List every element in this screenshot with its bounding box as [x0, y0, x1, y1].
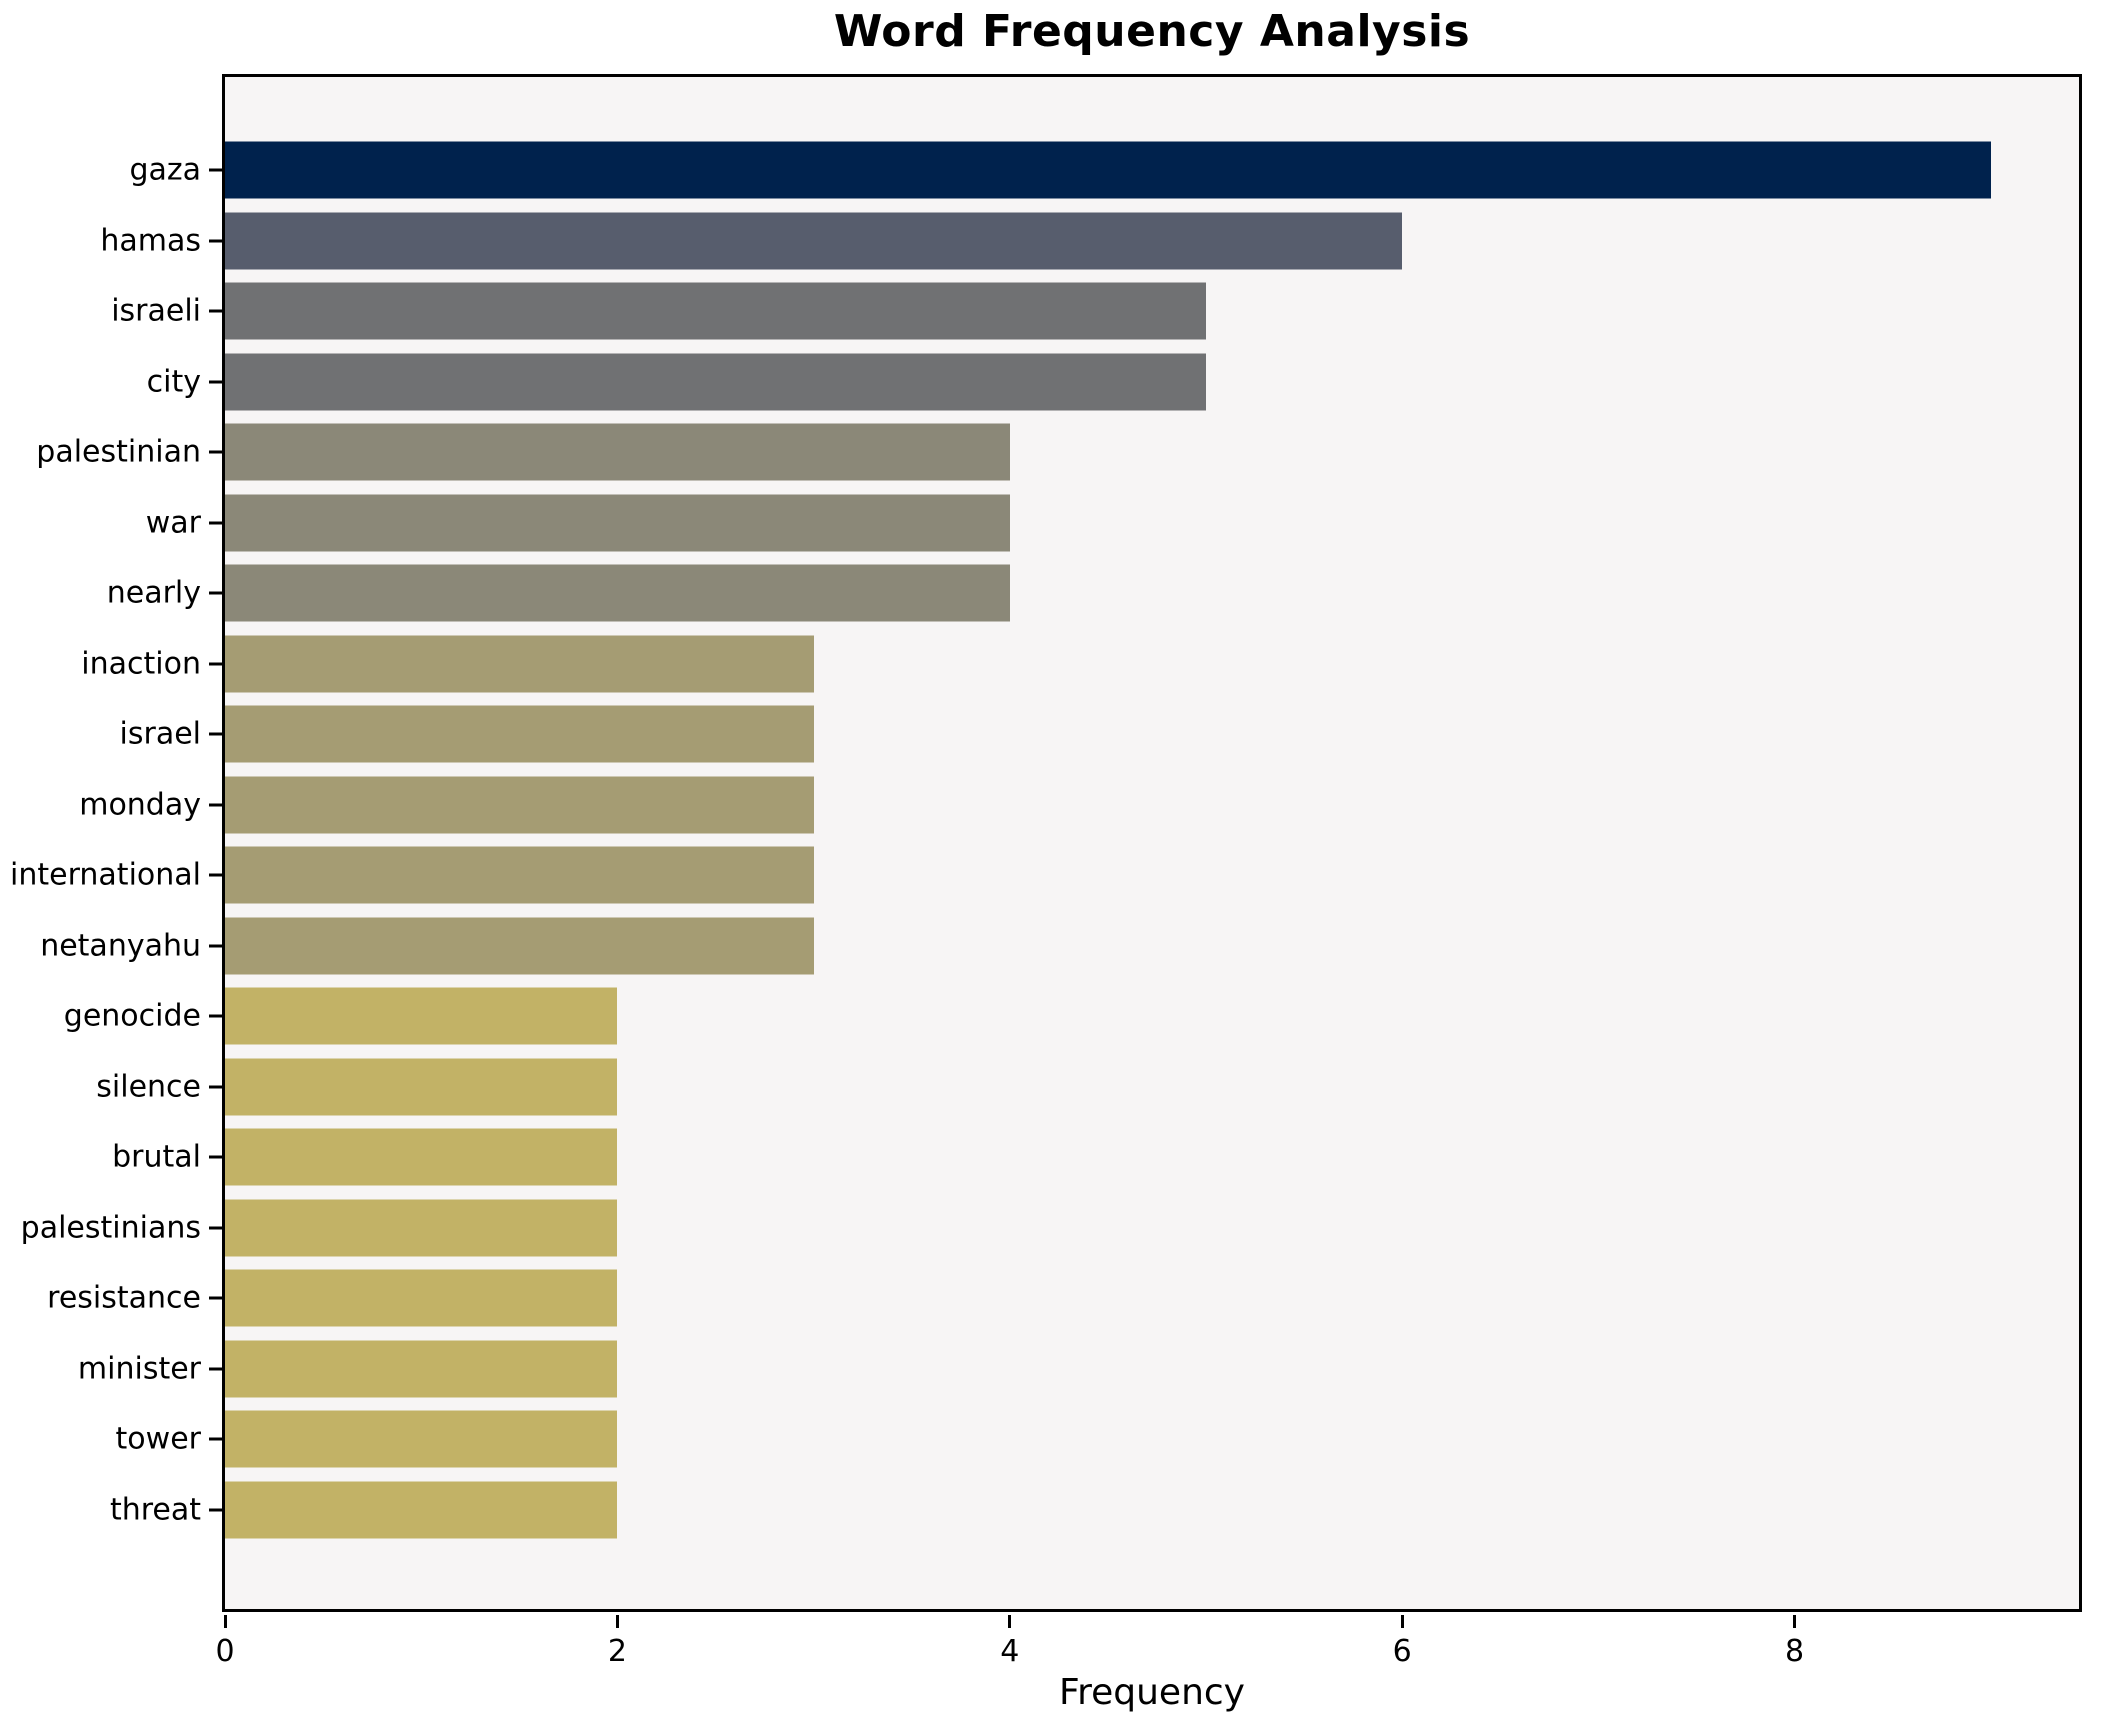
y-tick-mark — [209, 1508, 222, 1512]
x-axis-label: Frequency — [1059, 1672, 1245, 1713]
y-tick-mark — [209, 450, 222, 454]
bar-row: palestinian — [36, 417, 2079, 488]
bar-row: silence — [96, 1052, 2079, 1123]
frequency-bar — [225, 1128, 618, 1186]
plot-area: gaza hamas israeli city palestinian war nearly… — [10, 74, 2082, 1612]
frequency-bar — [225, 212, 1403, 270]
y-tick-mark — [209, 1226, 222, 1230]
category-label: war — [145, 505, 201, 541]
category-label: tower — [115, 1421, 201, 1457]
x-tick-mark — [1793, 1615, 1797, 1628]
frequency-bar — [225, 564, 1010, 622]
category-label: gaza — [129, 152, 201, 188]
y-tick-mark — [209, 239, 222, 243]
frequency-bar — [225, 141, 1991, 199]
bar-row: tower — [116, 1404, 2079, 1475]
frequency-bar — [225, 1269, 618, 1327]
frequency-bar — [225, 1199, 618, 1257]
frequency-bar — [225, 353, 1206, 411]
y-tick-mark — [209, 1296, 222, 1300]
y-tick-mark — [209, 591, 222, 595]
frequency-bar — [225, 1481, 618, 1539]
bar-row: city — [147, 347, 2079, 418]
x-tick-mark — [1400, 1615, 1404, 1628]
frequency-bar — [225, 635, 814, 693]
bar-row: brutal — [112, 1122, 2079, 1193]
frequency-bar — [225, 282, 1206, 340]
bar-row: israel — [120, 699, 2079, 770]
category-label: israel — [119, 716, 201, 752]
y-tick-mark — [209, 1014, 222, 1018]
y-tick-mark — [209, 803, 222, 807]
category-label: inaction — [81, 646, 201, 682]
x-tick-mark — [615, 1615, 619, 1628]
bar-row: hamas — [100, 206, 2079, 277]
plot-bottom-margin — [225, 1545, 2079, 1609]
category-label: israeli — [111, 293, 201, 329]
y-tick-mark — [209, 380, 222, 384]
x-tick-label: 4 — [1000, 1634, 1020, 1669]
y-tick-mark — [209, 732, 222, 736]
bar-row: threat — [110, 1475, 2079, 1546]
bar-row: minister — [78, 1334, 2079, 1405]
category-label: city — [146, 364, 201, 400]
category-label: palestinians — [20, 1210, 201, 1246]
y-tick-mark — [209, 1085, 222, 1089]
category-label: nearly — [106, 575, 201, 611]
category-label: minister — [77, 1351, 201, 1387]
x-tick-label: 0 — [215, 1634, 235, 1669]
category-label: hamas — [100, 223, 201, 259]
bar-row: israeli — [111, 276, 2079, 347]
frequency-bar — [225, 776, 814, 834]
category-label: monday — [79, 787, 201, 823]
frequency-bar — [225, 423, 1010, 481]
category-label: resistance — [47, 1280, 201, 1316]
x-axis: 0 2 4 6 8 — [215, 1612, 2079, 1722]
frequency-bar — [225, 1058, 618, 1116]
y-tick-mark — [209, 944, 222, 948]
category-label: genocide — [63, 998, 201, 1034]
frequency-bar — [225, 1340, 618, 1398]
y-tick-mark — [209, 521, 222, 525]
category-label: netanyahu — [40, 928, 201, 964]
y-tick-mark — [209, 873, 222, 877]
category-label: palestinian — [36, 434, 201, 470]
y-tick-mark — [209, 662, 222, 666]
x-tick-label: 2 — [607, 1634, 627, 1669]
bar-row: netanyahu — [40, 911, 2079, 982]
frequency-bar — [225, 494, 1010, 552]
bar-row: war — [146, 488, 2079, 559]
category-label: international — [10, 857, 201, 893]
frequency-bar — [225, 987, 618, 1045]
category-label: brutal — [112, 1139, 201, 1175]
category-label: silence — [96, 1069, 201, 1105]
chart-title: Word Frequency Analysis — [833, 6, 1471, 57]
bar-row: resistance — [47, 1263, 2079, 1334]
x-tick-mark — [223, 1615, 227, 1628]
frequency-bar — [225, 705, 814, 763]
frequency-bar — [225, 846, 814, 904]
x-tick-label: 8 — [1784, 1634, 1805, 1669]
bar-row: nearly — [107, 558, 2079, 629]
y-tick-mark — [209, 309, 222, 313]
category-label: threat — [109, 1492, 201, 1528]
bar-row: inaction — [81, 629, 2079, 700]
y-tick-mark — [209, 1367, 222, 1371]
bar-row: palestinians — [21, 1193, 2079, 1264]
y-tick-mark — [209, 1155, 222, 1159]
bar-row: gaza — [129, 135, 2079, 206]
frequency-bar — [225, 1410, 618, 1468]
frequency-bar — [225, 917, 814, 975]
plot-top-margin — [225, 77, 2079, 135]
bar-row: monday — [79, 770, 2079, 841]
x-tick-label: 6 — [1392, 1634, 1412, 1669]
bar-row: international — [10, 840, 2079, 911]
y-tick-mark — [209, 168, 222, 172]
bar-row: genocide — [64, 981, 2079, 1052]
x-tick-mark — [1008, 1615, 1012, 1628]
y-tick-mark — [209, 1437, 222, 1441]
